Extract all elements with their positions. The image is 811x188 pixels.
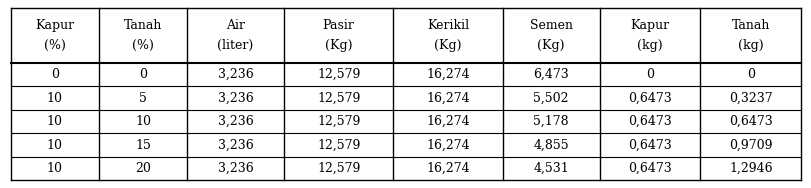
Text: 0,6473: 0,6473: [628, 162, 671, 175]
Text: 3,236: 3,236: [217, 139, 253, 152]
Text: 1,2946: 1,2946: [728, 162, 772, 175]
Text: 5,502: 5,502: [533, 92, 569, 105]
Text: 0,6473: 0,6473: [628, 115, 671, 128]
Text: (Kg): (Kg): [537, 39, 564, 52]
Text: 0,6473: 0,6473: [628, 92, 671, 105]
Text: (%): (%): [44, 39, 66, 52]
Text: 0: 0: [50, 68, 58, 81]
Text: (Kg): (Kg): [324, 39, 352, 52]
Text: 12,579: 12,579: [316, 92, 360, 105]
Text: 10: 10: [47, 139, 62, 152]
Text: 0: 0: [746, 68, 754, 81]
Text: 12,579: 12,579: [316, 139, 360, 152]
Text: 6,473: 6,473: [533, 68, 569, 81]
Text: 10: 10: [47, 115, 62, 128]
Text: 12,579: 12,579: [316, 68, 360, 81]
Text: 16,274: 16,274: [426, 115, 470, 128]
Text: Kapur: Kapur: [629, 19, 669, 32]
Text: 5: 5: [139, 92, 147, 105]
Text: 0: 0: [139, 68, 147, 81]
Text: 20: 20: [135, 162, 151, 175]
Text: (kg): (kg): [737, 39, 763, 52]
Text: Kapur: Kapur: [35, 19, 74, 32]
Text: 12,579: 12,579: [316, 115, 360, 128]
Text: 4,855: 4,855: [533, 139, 569, 152]
Text: (liter): (liter): [217, 39, 253, 52]
Text: (%): (%): [132, 39, 154, 52]
Text: 10: 10: [135, 115, 151, 128]
Text: 10: 10: [47, 92, 62, 105]
Text: 5,178: 5,178: [533, 115, 569, 128]
Text: Pasir: Pasir: [322, 19, 354, 32]
Text: 3,236: 3,236: [217, 68, 253, 81]
Text: (Kg): (Kg): [434, 39, 461, 52]
Text: 16,274: 16,274: [426, 162, 470, 175]
Text: (kg): (kg): [637, 39, 662, 52]
Text: 0,6473: 0,6473: [728, 115, 772, 128]
Text: 16,274: 16,274: [426, 92, 470, 105]
Text: 12,579: 12,579: [316, 162, 360, 175]
Text: Air: Air: [225, 19, 245, 32]
Text: Tanah: Tanah: [124, 19, 162, 32]
Text: 10: 10: [47, 162, 62, 175]
Text: 3,236: 3,236: [217, 115, 253, 128]
Text: 0: 0: [646, 68, 653, 81]
Text: Semen: Semen: [529, 19, 572, 32]
Text: 15: 15: [135, 139, 151, 152]
Text: 3,236: 3,236: [217, 162, 253, 175]
Text: 4,531: 4,531: [533, 162, 569, 175]
Text: 0,9709: 0,9709: [728, 139, 772, 152]
Text: 16,274: 16,274: [426, 139, 470, 152]
Text: 3,236: 3,236: [217, 92, 253, 105]
Text: Kerikil: Kerikil: [427, 19, 469, 32]
Text: 16,274: 16,274: [426, 68, 470, 81]
Text: 0,6473: 0,6473: [628, 139, 671, 152]
Text: 0,3237: 0,3237: [728, 92, 772, 105]
Text: Tanah: Tanah: [731, 19, 769, 32]
